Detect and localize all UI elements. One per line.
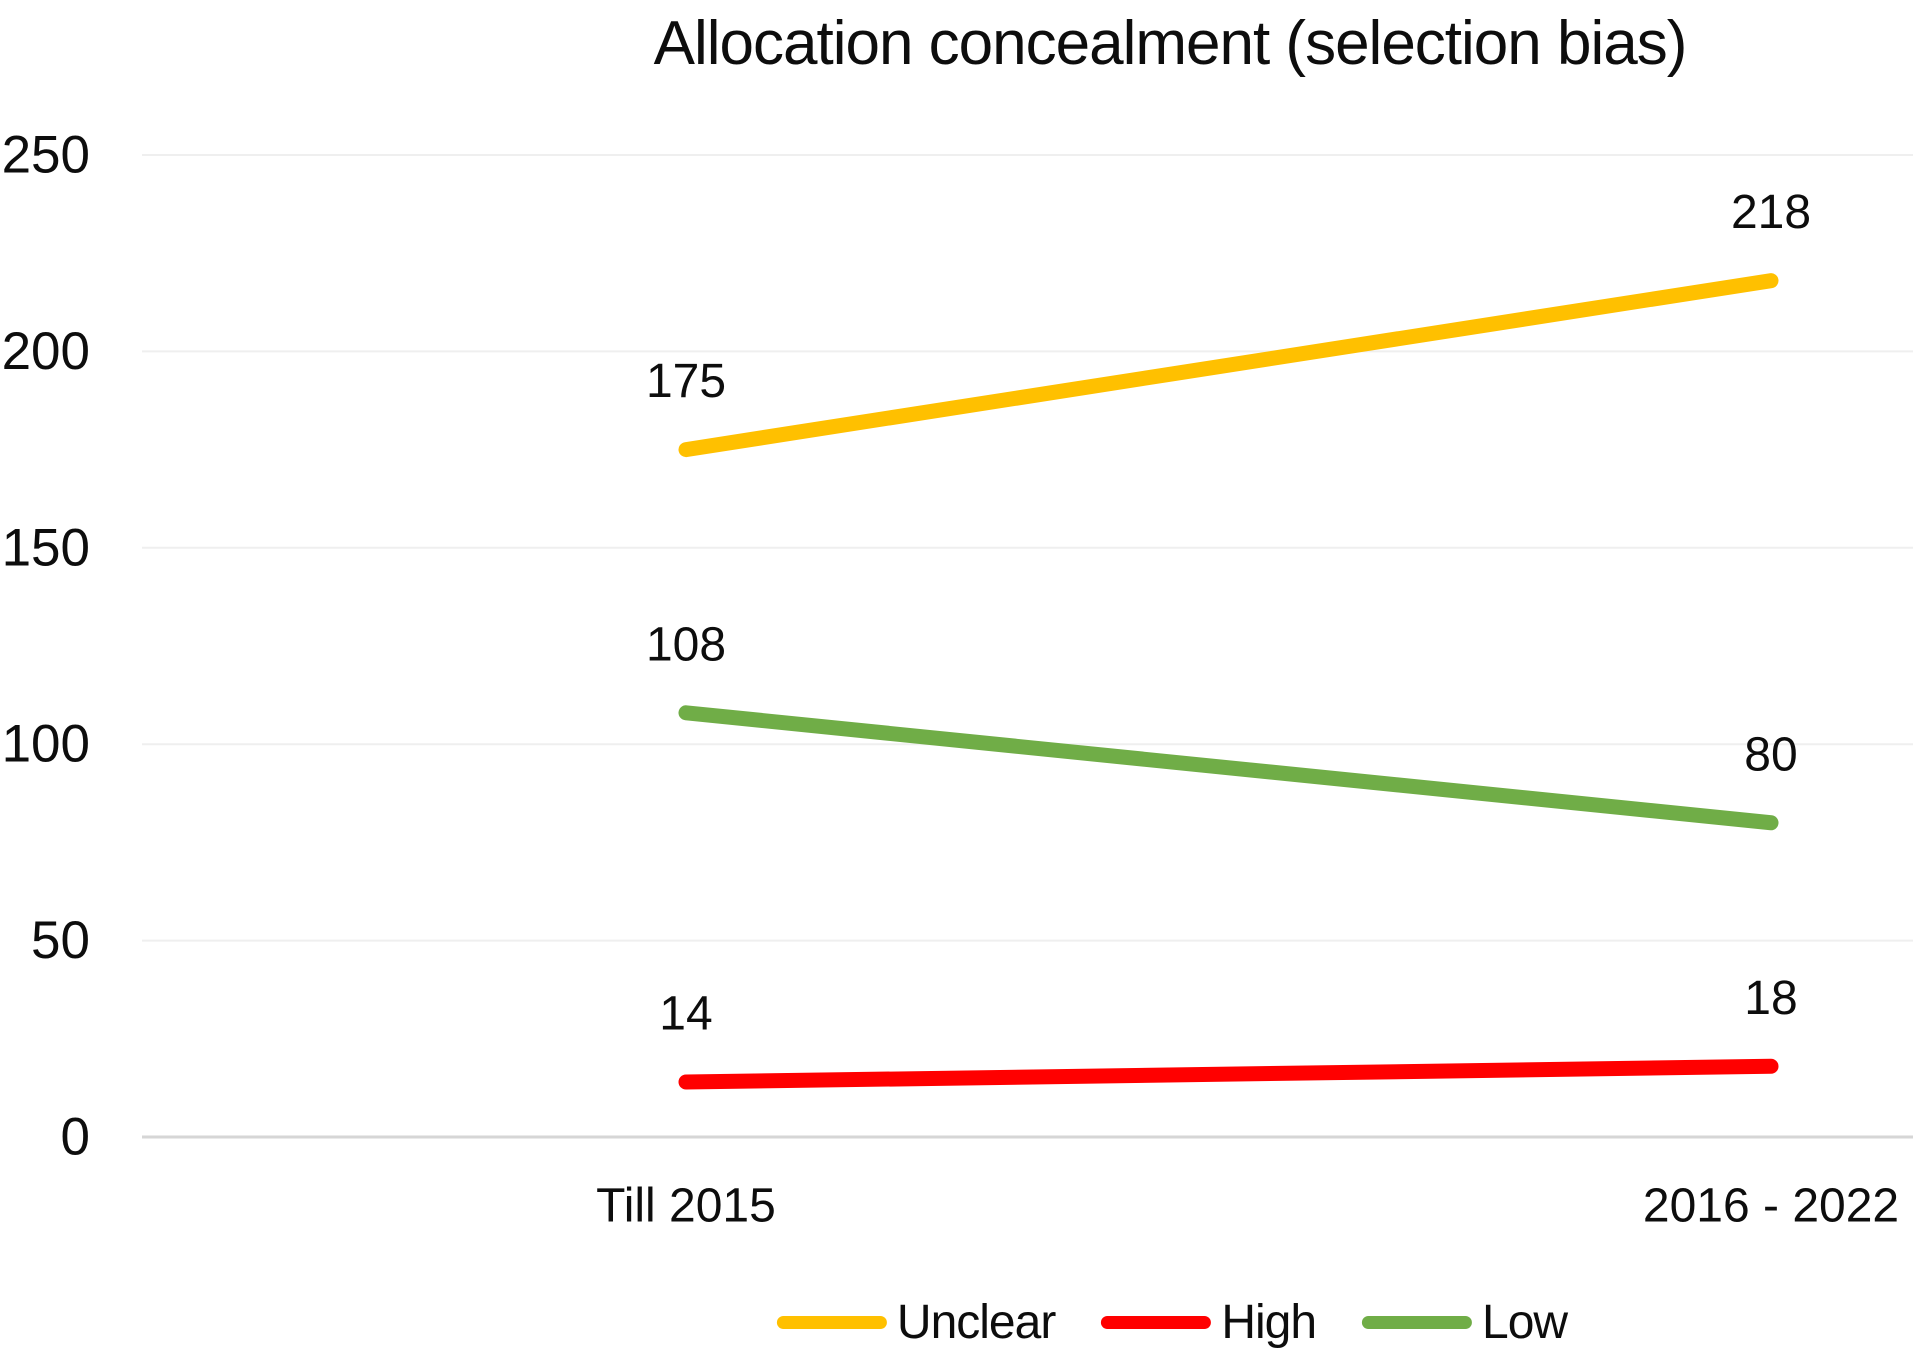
legend-item-unclear: Unclear — [776, 1295, 1056, 1350]
data-label-unclear: 175 — [646, 355, 726, 408]
y-axis-tick-label: 150 — [2, 518, 90, 577]
series-line-low — [678, 705, 1779, 831]
legend-label-low: Low — [1482, 1296, 1568, 1349]
legend-label-high: High — [1221, 1296, 1317, 1349]
data-label-high: 14 — [659, 988, 712, 1041]
legend-swatch-low-icon — [1362, 1316, 1473, 1329]
y-axis-tick-label: 0 — [61, 1108, 90, 1167]
x-axis-category-label: Till 2015 — [596, 1180, 776, 1233]
data-label-low: 108 — [646, 618, 726, 671]
legend-swatch-unclear-icon — [776, 1316, 887, 1329]
legend-item-low: Low — [1362, 1295, 1568, 1350]
y-axis-tick-label: 200 — [2, 322, 90, 381]
legend-item-high: High — [1101, 1295, 1317, 1350]
legend: Unclear High Low — [776, 1295, 1568, 1350]
legend-swatch-high-icon — [1101, 1316, 1212, 1329]
series-line-unclear — [678, 273, 1779, 458]
data-label-low: 80 — [1744, 728, 1797, 781]
x-axis-category-label: 2016 - 2022 — [1643, 1180, 1899, 1233]
y-axis-tick-label: 250 — [2, 126, 90, 185]
data-label-unclear: 218 — [1731, 186, 1811, 239]
y-axis-tick-label: 50 — [31, 911, 90, 970]
y-axis-tick-label: 100 — [2, 715, 90, 774]
series-line-high — [678, 1058, 1779, 1090]
legend-label-unclear: Unclear — [896, 1296, 1056, 1349]
chart-title: Allocation concealment (selection bias) — [653, 9, 1688, 78]
data-label-high: 18 — [1744, 972, 1797, 1025]
